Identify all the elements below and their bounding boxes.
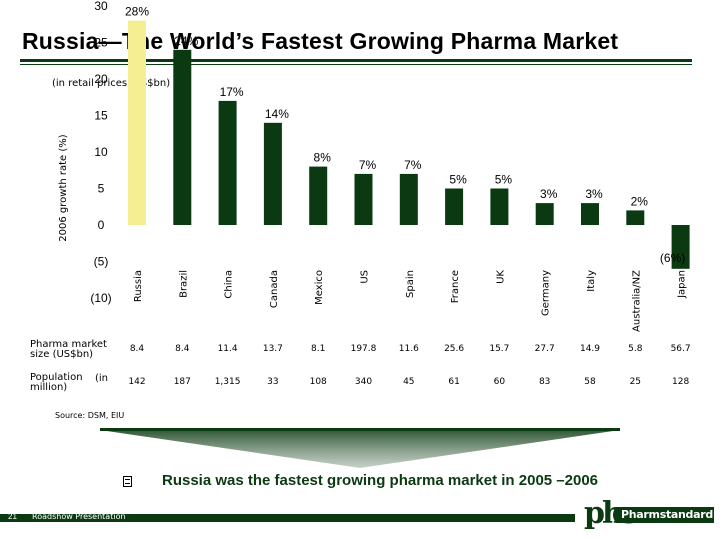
table-cell: 83 — [538, 377, 551, 387]
footer-label: Roadshow Presentation — [32, 512, 126, 521]
y-tick-label: 30 — [94, 0, 108, 13]
pharmstandard-logo — [613, 507, 714, 523]
page-number: 21 — [8, 512, 17, 521]
table-cell: 8.4 — [175, 344, 190, 354]
category-label: Australia/NZ — [631, 270, 642, 332]
y-tick-label: 0 — [98, 218, 105, 232]
bar-italy — [581, 203, 599, 225]
table-cell: 340 — [354, 377, 373, 387]
table-cell: 58 — [584, 377, 596, 387]
table-cell: 11.4 — [217, 344, 238, 354]
table-cell: 197.8 — [350, 344, 377, 354]
table-cell: 15.7 — [489, 344, 510, 354]
table-cell: 45 — [403, 377, 415, 387]
table-cell: 11.6 — [398, 344, 419, 354]
bar-value-label: 3% — [585, 187, 603, 201]
y-tick-label: (10) — [90, 291, 111, 305]
bar-value-label: 2% — [631, 194, 649, 208]
y-tick-label: 10 — [94, 145, 108, 159]
slide-title: Russia—The World’s Fastest Growing Pharm… — [22, 28, 619, 54]
table-row-label-line: Pharma market — [30, 339, 107, 350]
table-cell: 25.6 — [444, 344, 465, 354]
table-cell: 5.8 — [628, 344, 643, 354]
bar-germany — [535, 203, 554, 225]
bar-brazil — [173, 49, 192, 225]
bar-australia-nz — [626, 210, 645, 225]
bar-value-label: 7% — [359, 158, 377, 172]
bar-value-label: 3% — [540, 187, 558, 201]
table-cell: 8.1 — [311, 344, 326, 354]
logo-mark: phs — [584, 496, 638, 531]
bar-value-label: 5% — [495, 173, 513, 187]
table-cell: 33 — [267, 377, 279, 387]
category-label: UK — [495, 270, 506, 284]
bar-mexico — [309, 166, 328, 225]
category-label: Italy — [586, 270, 597, 292]
table-cell: 187 — [173, 377, 191, 387]
table-cell: 128 — [672, 377, 690, 387]
bar-value-label: 28% — [125, 5, 149, 19]
bar-russia — [128, 20, 146, 225]
table-cell: 108 — [309, 377, 327, 387]
table-cell: 25 — [629, 377, 642, 387]
y-tick-label: (5) — [94, 255, 109, 269]
bar-value-label: (6%) — [660, 251, 685, 265]
down-arrow-graphic — [100, 428, 620, 468]
title-rule-thick — [20, 59, 692, 62]
y-tick-label: 15 — [94, 109, 108, 123]
category-label: Brazil — [178, 270, 189, 298]
y-axis-label: 2006 growth rate (%) — [58, 134, 69, 241]
footer-bar — [0, 514, 575, 522]
bar-value-label: 14% — [265, 107, 289, 121]
growth-bar-chart: 2006 growth rate (%) 30 25 20 15 10 5 0 (5) (10) 2… — [58, 0, 690, 332]
table-row-label: Pharma market size (US$bn) — [30, 340, 107, 360]
table-cell: 60 — [493, 377, 506, 387]
category-label: US — [360, 270, 371, 284]
table-cell: 61 — [448, 377, 460, 387]
bar-france — [445, 188, 464, 225]
category-label: Germany — [541, 270, 552, 316]
category-label: Mexico — [314, 270, 325, 305]
y-tick-label: 25 — [94, 36, 108, 50]
table-cell: 56.7 — [670, 344, 691, 354]
bar-spain — [399, 173, 418, 225]
table-cell: 1,315 — [214, 377, 241, 387]
table-row-label-extra: (in — [95, 373, 109, 384]
bar-canada — [263, 122, 282, 225]
bar-value-label: 5% — [449, 173, 467, 187]
category-label: China — [224, 270, 235, 299]
title-rule-thin — [20, 64, 692, 65]
table-row-label-line: Population — [30, 372, 83, 383]
bar-value-label: 8% — [314, 151, 332, 165]
table-cell: 142 — [128, 377, 146, 387]
category-label: Spain — [405, 270, 416, 298]
conclusion-text: Russia was the fastest growing pharma ma… — [161, 472, 599, 489]
bar-japan — [671, 225, 690, 269]
y-tick-label: 5 — [98, 182, 105, 196]
y-tick-label: 20 — [94, 72, 108, 86]
logo-text: Pharmstandard — [621, 508, 713, 521]
bar-value-label: 7% — [404, 158, 422, 172]
bar-value-label: 17% — [220, 85, 244, 99]
category-label: Russia — [133, 270, 144, 302]
bar-china — [218, 100, 237, 225]
bar-value-label: 24% — [174, 34, 198, 48]
category-label: France — [450, 270, 461, 303]
table-cell: 8.4 — [129, 344, 145, 354]
source-note: Source: DSM, EIU — [55, 411, 125, 420]
table-row-label-line: size (US$bn) — [30, 349, 94, 360]
table-cell: 13.7 — [262, 344, 283, 354]
category-label: Japan — [677, 270, 688, 299]
chart-subtitle: (in retail prices, US$bn) — [52, 78, 171, 89]
table-row-label: Population million) — [30, 373, 83, 393]
bullet-icon — [123, 476, 132, 487]
table-row-label-line: million) — [30, 382, 68, 393]
table-cell: 14.9 — [579, 344, 601, 354]
category-label: Canada — [269, 270, 280, 308]
bar-uk — [490, 188, 509, 225]
bar-us — [354, 173, 373, 225]
table-cell: 27.7 — [534, 344, 555, 354]
